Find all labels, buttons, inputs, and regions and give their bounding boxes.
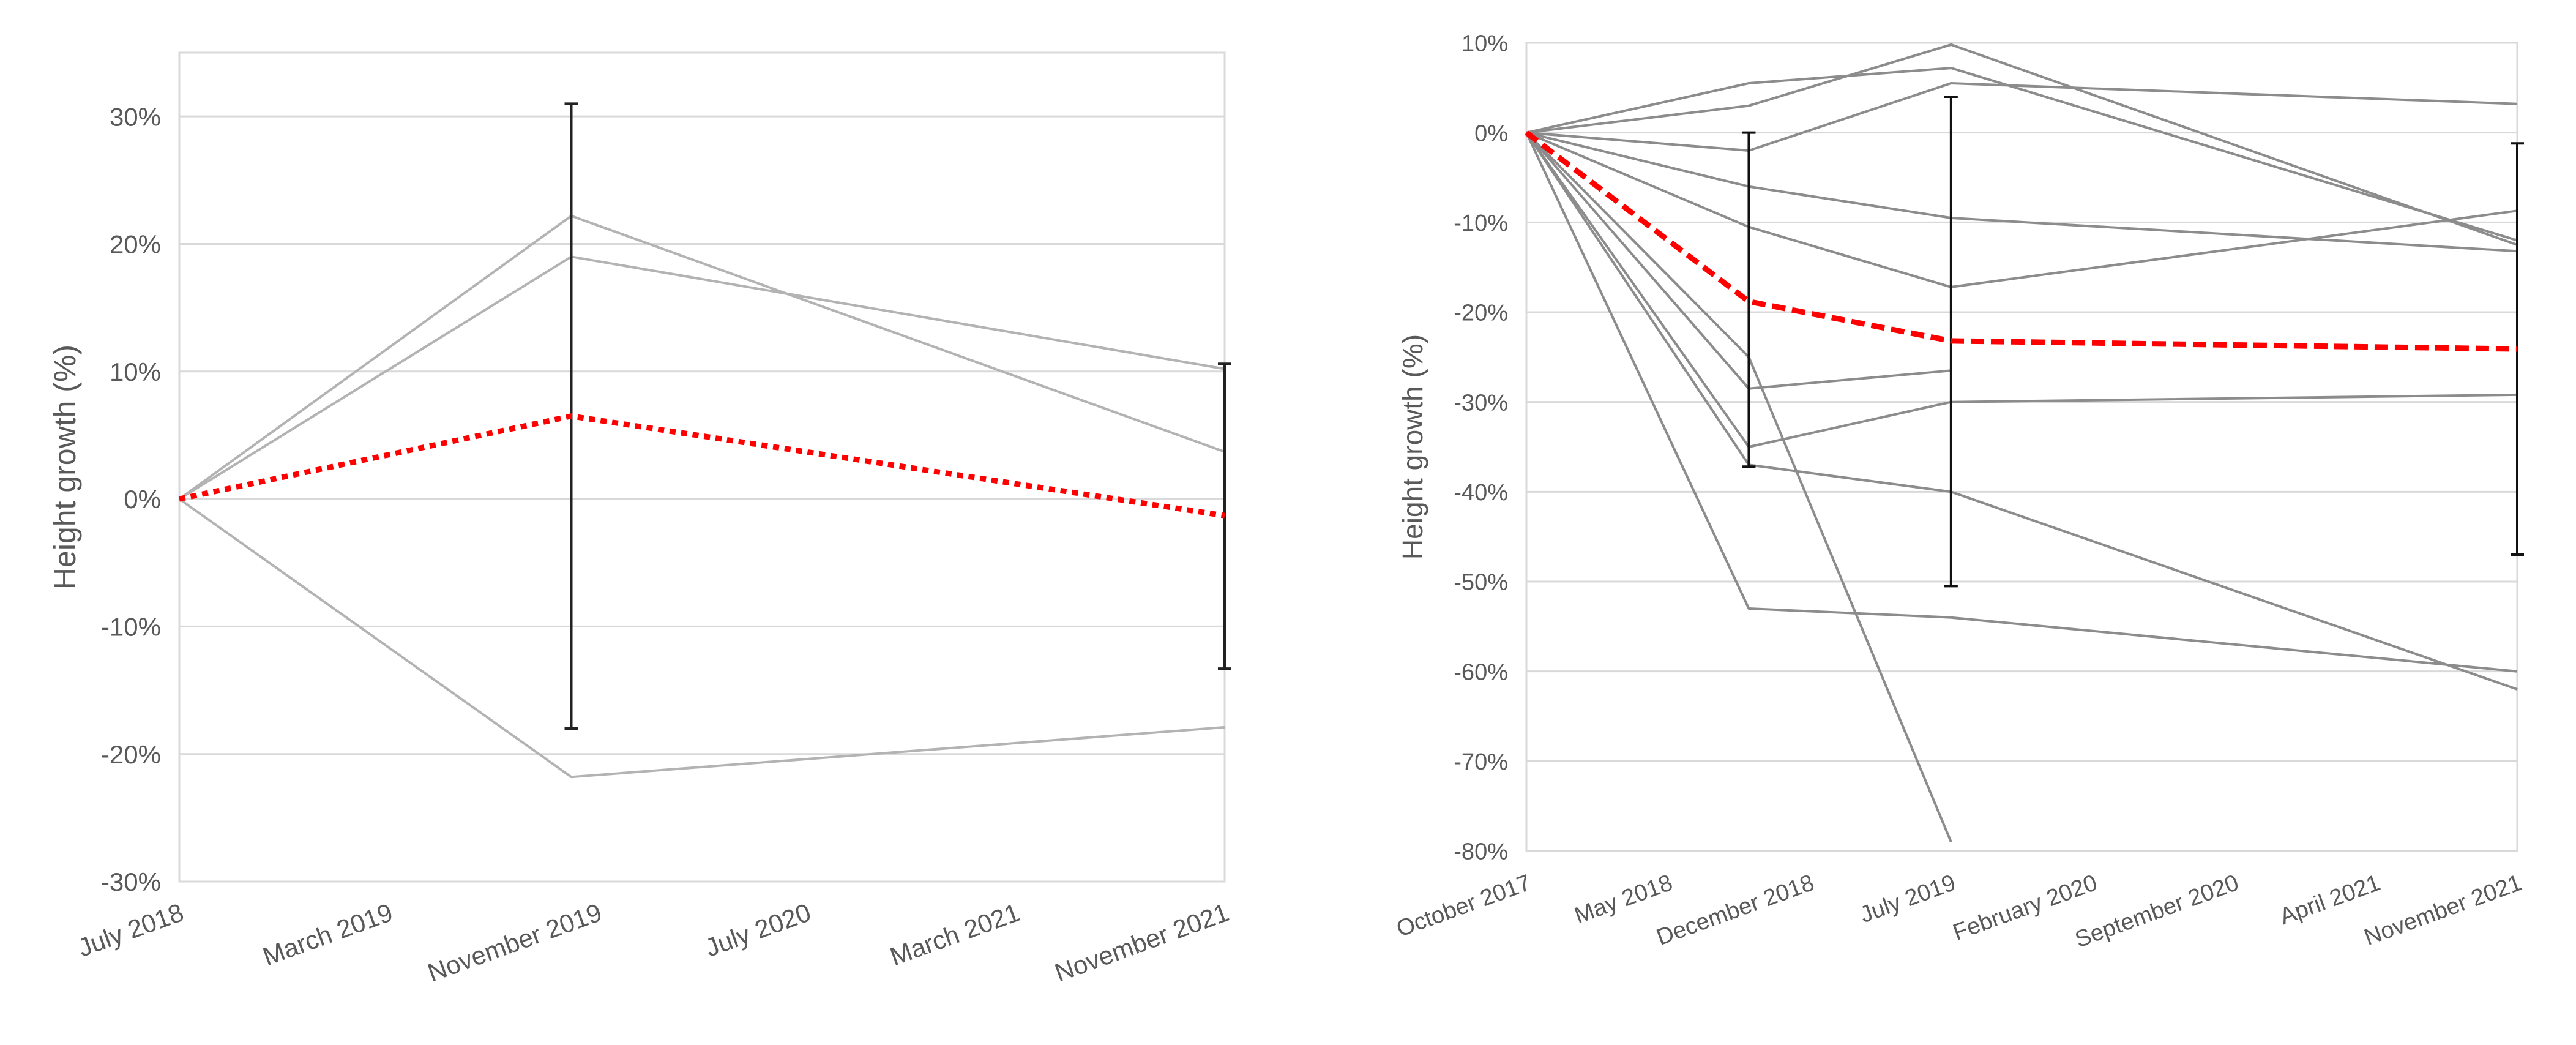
y-axis-label: Height growth (%) (1397, 334, 1428, 560)
y-tick-label: -70% (1454, 749, 1508, 775)
y-tick-label: -20% (101, 740, 161, 769)
series-line-8 (1525, 132, 2518, 691)
series-line-4 (1526, 131, 2518, 253)
y-tick-label: -50% (1454, 570, 1508, 596)
y-axis-ticks: -30% -20% -10% 0% 10% 20% 30% (101, 102, 161, 896)
y-tick-label: 10% (1462, 31, 1508, 57)
y-tick-label: 0% (1474, 121, 1508, 146)
error-bar (2511, 142, 2524, 556)
series-line-7 (1525, 132, 2518, 448)
y-tick-label: -80% (1454, 839, 1508, 865)
y-tick-label: 10% (110, 358, 161, 386)
y-tick-label: -40% (1454, 480, 1508, 506)
mean-line (1525, 130, 2518, 352)
series-line-5 (1526, 131, 2518, 288)
mean-line (179, 413, 1225, 519)
error-bar (1742, 131, 1756, 468)
series-line-3 (178, 498, 1225, 779)
y-axis-ticks: -80% -70% -60% -50% -40% -30% -20% -10% 0% 10% (1454, 31, 1508, 865)
series-line-9 (1525, 132, 2518, 673)
error-bar (1218, 362, 1231, 670)
y-tick-label: 30% (110, 102, 161, 131)
y-tick-label: 20% (110, 230, 161, 259)
y-tick-label: -20% (1454, 301, 1508, 326)
y-tick-label: -30% (1454, 390, 1508, 416)
y-axis-label: Height growth (%) (48, 345, 82, 590)
y-tick-label: -60% (1454, 659, 1508, 685)
y-tick-label: -10% (1454, 211, 1508, 236)
y-tick-label: -30% (101, 867, 161, 896)
y-tick-label: 0% (124, 485, 161, 514)
series-line-2 (1526, 43, 2518, 246)
y-tick-label: -10% (101, 613, 161, 642)
series-line-3 (1526, 82, 2518, 152)
